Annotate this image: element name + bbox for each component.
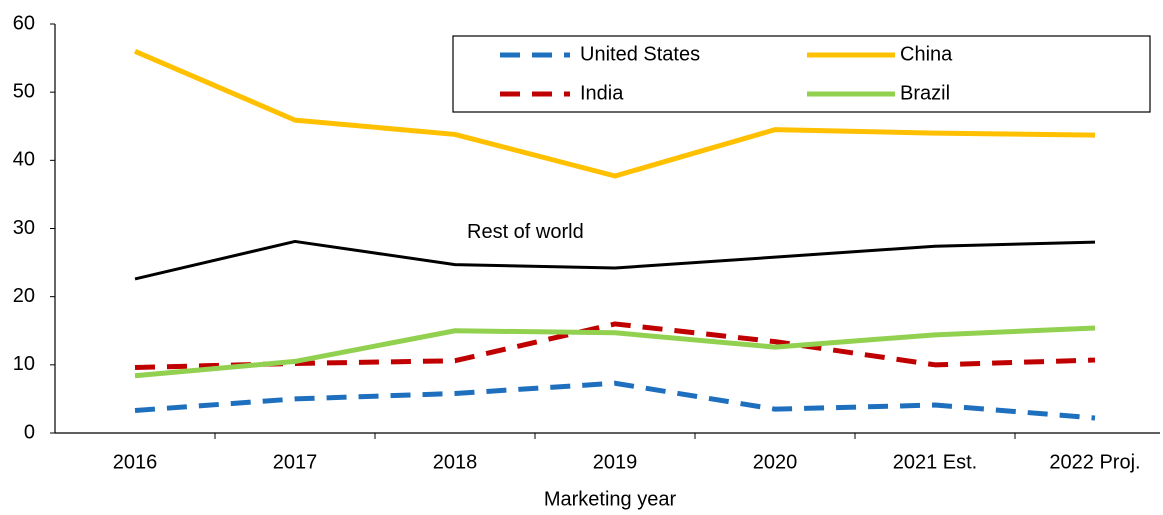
x-tick-label: 2017 [273, 451, 318, 473]
y-tick-label: 30 [13, 217, 35, 239]
series-line [134, 380, 1096, 421]
x-tick-label: 2018 [433, 451, 478, 473]
x-tick-label: 2022 Proj. [1049, 451, 1140, 473]
y-tick-label: 60 [13, 12, 35, 34]
y-tick-label: 40 [13, 149, 35, 171]
legend-label: India [580, 82, 624, 104]
series-annotation: Rest of world [467, 221, 584, 243]
legend-box [452, 35, 1151, 113]
series-line [134, 325, 1096, 379]
x-tick-label: 2016 [113, 451, 158, 473]
series-line [134, 239, 1096, 281]
x-tick-label: 2019 [593, 451, 638, 473]
y-tick-label: 10 [13, 353, 35, 375]
legend-label: Brazil [900, 82, 950, 104]
x-axis-title: Marketing year [544, 488, 677, 510]
x-tick-label: 2021 Est. [893, 451, 978, 473]
x-tick-label: 2020 [753, 451, 798, 473]
y-tick-label: 20 [13, 285, 35, 307]
y-tick-label: 0 [24, 421, 35, 443]
series-line [134, 48, 1096, 179]
legend-label: United States [580, 43, 700, 65]
legend-label: China [900, 43, 953, 65]
y-tick-label: 50 [13, 80, 35, 102]
